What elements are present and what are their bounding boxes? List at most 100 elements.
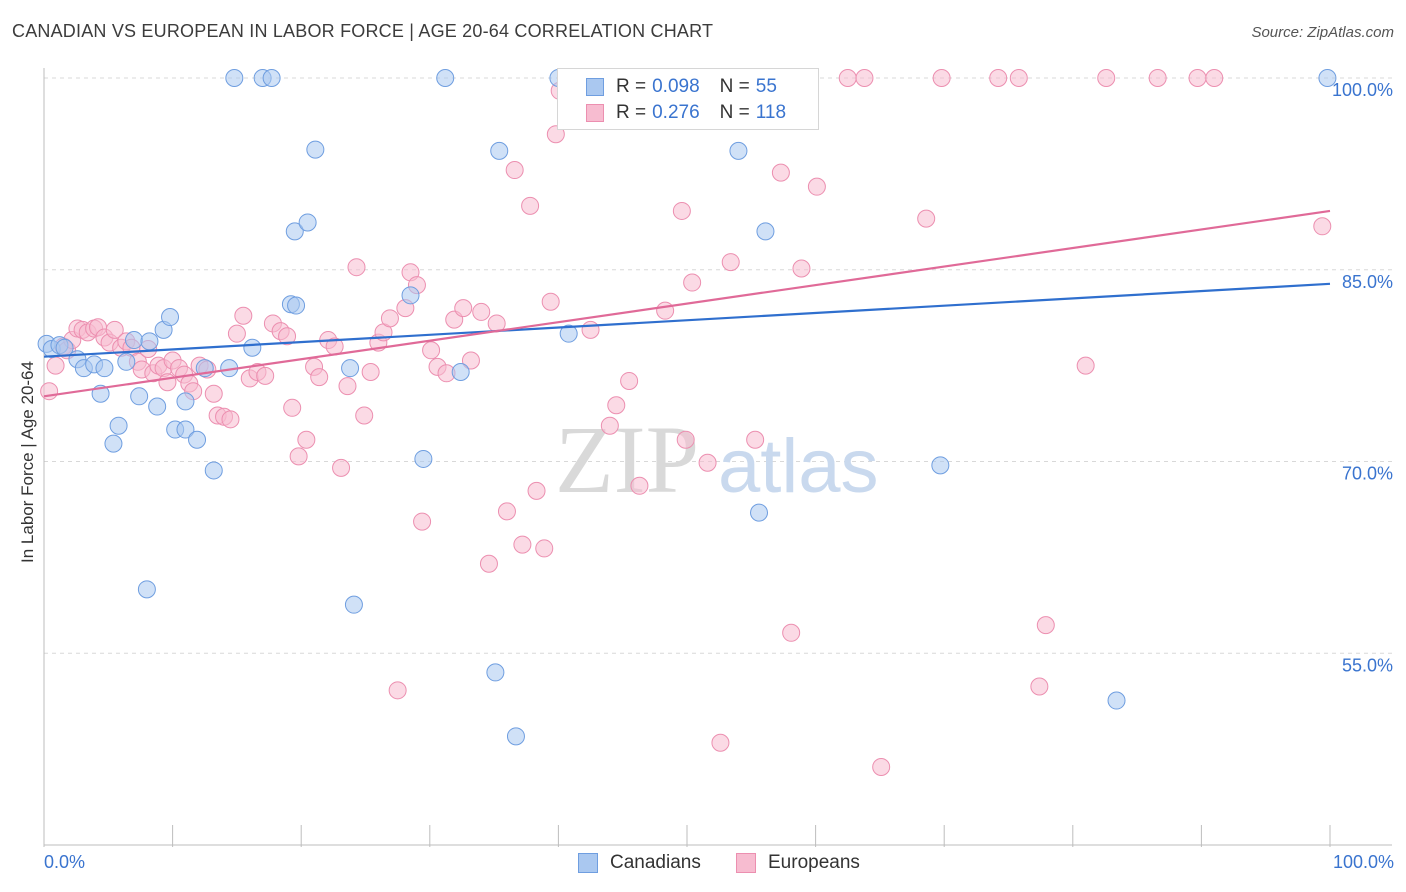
stats-row-europeans: R = 0.276 N = 118 [558, 100, 786, 126]
data-point-canadians [931, 456, 950, 475]
data-point-europeans [505, 161, 524, 180]
data-point-europeans [347, 258, 366, 277]
r-label: R = [616, 102, 647, 123]
legend-item-canadians[interactable]: Canadians [578, 852, 701, 874]
data-point-europeans [1097, 69, 1116, 87]
data-point-europeans [1205, 69, 1224, 87]
x-tick-label-max: 100.0% [1332, 852, 1394, 872]
data-point-europeans [461, 351, 480, 370]
data-point-europeans [221, 410, 240, 429]
data-point-europeans [1313, 217, 1332, 236]
n-value: 55 [755, 76, 777, 97]
data-point-europeans [46, 356, 65, 375]
data-point-europeans [332, 458, 351, 477]
data-point-europeans [479, 554, 498, 573]
axes [43, 68, 1392, 847]
grid-lines [44, 77, 1392, 654]
data-point-canadians [559, 324, 578, 343]
data-point-canadians [161, 308, 180, 327]
series-europeans-points [40, 69, 1332, 777]
data-point-canadians [1107, 691, 1126, 710]
data-point-europeans [855, 69, 874, 87]
data-point-europeans [521, 196, 540, 215]
data-point-canadians [756, 222, 775, 241]
data-point-canadians [486, 663, 505, 682]
data-point-europeans [1188, 69, 1207, 87]
legend-label-canadians: Canadians [610, 852, 701, 873]
data-point-europeans [158, 373, 177, 392]
data-point-europeans [388, 681, 407, 700]
y-axis-label: In Labor Force | Age 20-64 [18, 361, 37, 563]
data-point-europeans [721, 253, 740, 272]
canadians-swatch [586, 78, 604, 96]
legend-item-europeans[interactable]: Europeans [736, 852, 860, 874]
stats-box: R = 0.098 N = 55 R = 0.276 N = 118 [557, 68, 819, 130]
data-point-europeans [1148, 69, 1167, 87]
y-tick-label: 70.0% [1342, 464, 1393, 484]
data-point-canadians [490, 141, 509, 160]
data-point-canadians [344, 595, 363, 614]
n-label: N = [719, 102, 750, 123]
trend-lines [43, 209, 1331, 398]
data-point-canadians [140, 332, 159, 351]
data-point-canadians [176, 392, 195, 411]
data-point-europeans [497, 502, 516, 521]
r-value: 0.098 [652, 76, 700, 97]
data-point-canadians [225, 69, 244, 87]
data-point-europeans [105, 320, 124, 339]
source-credit: Source: ZipAtlas.com [1251, 24, 1394, 41]
data-point-canadians [506, 727, 525, 746]
y-tick-label: 55.0% [1342, 655, 1393, 675]
legend-swatch-canadians [578, 853, 598, 873]
data-point-europeans [676, 430, 695, 449]
data-point-canadians [401, 286, 420, 305]
data-point-canadians [262, 69, 281, 87]
data-point-europeans [355, 406, 374, 425]
data-point-europeans [792, 259, 811, 278]
legend-swatch-europeans [736, 853, 756, 873]
data-point-europeans [630, 476, 649, 495]
data-point-europeans [361, 363, 380, 382]
data-point-canadians [95, 359, 114, 378]
data-point-europeans [932, 69, 951, 87]
data-point-canadians [188, 430, 207, 449]
chart-title: CANADIAN VS EUROPEAN IN LABOR FORCE | AG… [12, 21, 714, 41]
watermark-zip: ZIP [555, 406, 699, 513]
data-point-europeans [413, 512, 432, 531]
data-point-europeans [672, 201, 691, 220]
data-point-europeans [256, 366, 275, 385]
data-point-europeans [1036, 616, 1055, 635]
data-point-europeans [40, 382, 59, 401]
data-point-europeans [454, 299, 473, 318]
data-point-europeans [227, 324, 246, 343]
data-point-europeans [989, 69, 1008, 87]
data-point-europeans [807, 177, 826, 196]
data-point-europeans [872, 758, 891, 777]
data-point-canadians [130, 387, 149, 406]
data-point-europeans [310, 368, 329, 387]
data-point-europeans [782, 623, 801, 642]
data-point-europeans [527, 481, 546, 500]
stats-row-canadians: R = 0.098 N = 55 [558, 74, 777, 100]
data-point-canadians [436, 69, 455, 87]
data-point-canadians [137, 580, 156, 599]
data-point-europeans [513, 535, 532, 554]
data-point-europeans [1076, 356, 1095, 375]
data-point-canadians [109, 416, 128, 435]
data-point-europeans [771, 163, 790, 182]
data-point-europeans [656, 301, 675, 320]
data-point-canadians [287, 296, 306, 315]
data-point-europeans [746, 430, 765, 449]
data-point-europeans [683, 273, 702, 292]
r-value: 0.276 [652, 102, 700, 123]
legend: Canadians Europeans [0, 852, 1406, 878]
data-point-canadians [243, 338, 262, 357]
y-tick-label: 100.0% [1332, 80, 1393, 100]
n-label: N = [719, 76, 750, 97]
data-point-canadians [750, 503, 769, 522]
data-point-europeans [234, 306, 253, 325]
data-point-europeans [278, 327, 297, 346]
watermark-atlas: atlas [718, 424, 879, 509]
data-point-canadians [341, 359, 360, 378]
